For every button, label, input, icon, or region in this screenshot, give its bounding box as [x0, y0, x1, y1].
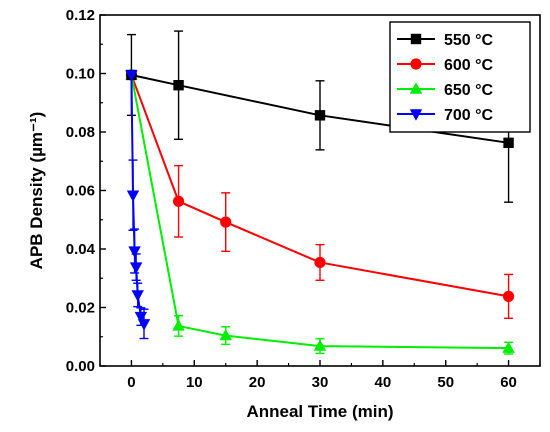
x-tick-label: 0 — [127, 374, 135, 391]
data-point — [503, 137, 514, 149]
legend-label: 550 °C — [444, 32, 494, 49]
series-2 — [125, 68, 515, 355]
legend-marker — [410, 58, 422, 70]
legend-label: 700 °C — [444, 107, 494, 124]
data-point — [173, 80, 184, 91]
y-tick-label: 0.08 — [66, 124, 95, 141]
data-point — [172, 319, 185, 331]
x-tick-label: 20 — [249, 374, 266, 391]
data-point — [502, 290, 515, 302]
series-3 — [125, 70, 151, 340]
legend-label: 600 °C — [444, 57, 494, 74]
y-axis-label: APB Density (µm⁻¹) — [27, 112, 46, 270]
legend-marker — [409, 82, 423, 94]
x-tick-label: 10 — [186, 374, 203, 391]
data-point — [134, 311, 148, 324]
axes: 0 10 20 30 40 50 60 0.00 0.02 0.04 0.06 0.08 0.10 0.1… — [66, 7, 541, 391]
legend-marker — [409, 109, 423, 121]
legend: 550 °C 600 °C 650 °C 700 °C — [389, 21, 531, 133]
data-point — [172, 195, 185, 207]
y-tick-label: 0.00 — [66, 358, 95, 375]
data-point — [126, 190, 140, 202]
plot-marks — [125, 30, 515, 355]
data-point — [125, 70, 138, 82]
data-point — [314, 256, 326, 269]
y-tick-label: 0.12 — [66, 7, 95, 24]
data-point — [313, 339, 327, 351]
data-point — [314, 110, 326, 121]
y-tick-label: 0.02 — [66, 300, 95, 317]
data-point — [129, 262, 143, 274]
legend-marker — [410, 33, 422, 45]
data-point — [220, 216, 232, 228]
data-point — [502, 341, 515, 353]
data-point — [131, 290, 144, 302]
x-tick-label: 30 — [312, 374, 329, 391]
x-tick-label: 40 — [375, 374, 392, 391]
y-tick-label: 0.10 — [66, 66, 95, 83]
y-tick-label: 0.06 — [66, 183, 95, 200]
x-tick-label: 60 — [500, 374, 517, 391]
legend-label: 650 °C — [444, 82, 494, 99]
x-tick-label: 50 — [437, 374, 454, 391]
y-tick-label: 0.04 — [66, 241, 96, 258]
data-point — [128, 246, 141, 258]
x-axis-label: Anneal Time (min) — [246, 402, 393, 421]
data-point — [137, 319, 151, 331]
data-point — [219, 328, 232, 341]
